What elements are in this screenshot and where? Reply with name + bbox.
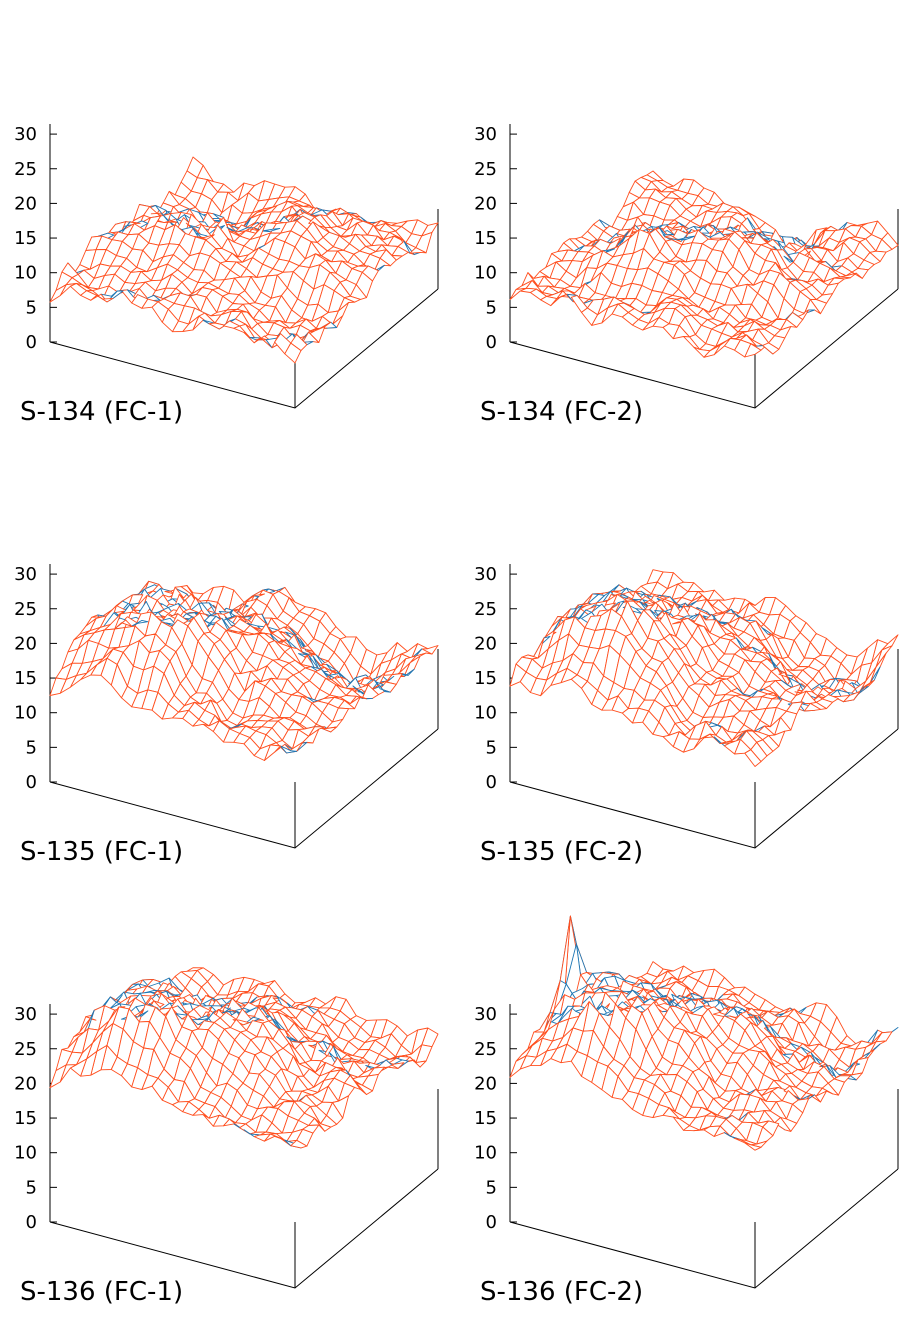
surface-cell	[540, 295, 558, 307]
z-tick-label: 15	[14, 1108, 37, 1129]
panel-title: S-135 (FC-2)	[480, 837, 643, 867]
surface-panel: 0 5 10 15 20 25 30 S-135 (FC-1)	[14, 564, 439, 867]
surface-cell	[774, 1117, 792, 1132]
z-tick-label: 0	[486, 772, 497, 793]
z-tick-label: 0	[486, 1212, 497, 1233]
z-tick-label: 25	[474, 1039, 497, 1060]
surface-cell	[314, 1117, 332, 1132]
surface-panel: 0 5 10 15 20 25 30 S-135 (FC-2)	[474, 564, 899, 867]
panel-title: S-134 (FC-1)	[20, 397, 183, 427]
z-tick-label: 25	[474, 599, 497, 620]
z-tick-label: 30	[14, 124, 37, 145]
z-tick-label: 10	[474, 263, 497, 284]
surface-panel: 0 5 10 15 20 25 30 S-136 (FC-2)	[474, 915, 899, 1307]
panel-title: S-136 (FC-2)	[480, 1277, 643, 1307]
floor-edges	[509, 1168, 899, 1289]
z-tick-label: 10	[474, 1143, 497, 1164]
z-tick-label: 30	[14, 1004, 37, 1025]
surface-cell	[280, 745, 298, 754]
surface-cell	[197, 234, 215, 241]
z-tick-label: 15	[474, 668, 497, 689]
surface-cell	[703, 344, 721, 358]
surface-cell	[409, 247, 427, 254]
z-tick-label: 5	[26, 737, 37, 758]
z-tick-label: 30	[474, 124, 497, 145]
panel-title: S-136 (FC-1)	[20, 1277, 183, 1307]
surface-cell	[131, 619, 149, 627]
surface-mesh	[509, 915, 899, 1151]
surface-cell	[172, 320, 190, 333]
z-tick-label: 0	[26, 332, 37, 353]
surface-panel: 0 5 10 15 20 25 30 S-136 (FC-1)	[14, 967, 439, 1307]
z-tick-label: 5	[486, 297, 497, 318]
surface-cell	[803, 702, 821, 712]
z-tick-label: 25	[474, 159, 497, 180]
z-tick-label: 20	[14, 633, 37, 654]
surface-panel: 0 5 10 15 20 25 30 S-134 (FC-2)	[474, 124, 899, 427]
surface-mesh	[509, 170, 899, 358]
floor-edges	[509, 728, 899, 849]
z-tick-label: 15	[474, 1108, 497, 1129]
z-tick-label: 15	[14, 668, 37, 689]
surface-mesh	[49, 967, 439, 1149]
surface-cell	[253, 744, 271, 761]
z-tick-label: 15	[474, 228, 497, 249]
surface-cell	[49, 677, 67, 696]
z-tick-label: 10	[474, 703, 497, 724]
z-tick-label: 15	[14, 228, 37, 249]
surface-cell	[409, 1056, 427, 1068]
z-tick-label: 20	[474, 633, 497, 654]
surface-cell	[290, 1139, 308, 1149]
z-tick-label: 0	[26, 1212, 37, 1233]
z-tick-label: 10	[14, 263, 37, 284]
surface-cell	[744, 749, 762, 767]
panel-title: S-134 (FC-2)	[480, 397, 643, 427]
surface-cell	[744, 1142, 762, 1151]
z-tick-label: 10	[14, 1143, 37, 1164]
surface-mesh	[509, 569, 899, 767]
z-tick-label: 30	[14, 564, 37, 585]
surface-cell	[664, 234, 682, 243]
surface-panel: 0 5 10 15 20 25 30 S-134 (FC-1)	[14, 124, 439, 427]
surface-cell	[355, 1082, 373, 1095]
z-tick-label: 10	[14, 703, 37, 724]
panel-title: S-135 (FC-1)	[20, 837, 183, 867]
surface-cell	[49, 284, 67, 303]
z-tick-label: 20	[14, 1073, 37, 1094]
floor-edges	[49, 728, 439, 849]
z-tick-label: 30	[474, 1004, 497, 1025]
z-tick-label: 0	[486, 332, 497, 353]
z-tick-label: 20	[14, 193, 37, 214]
z-tick-label: 20	[474, 1073, 497, 1094]
z-tick-label: 5	[486, 1177, 497, 1198]
surface-cell	[744, 343, 762, 358]
surface-cell	[509, 1055, 527, 1078]
z-tick-label: 30	[474, 564, 497, 585]
z-tick-label: 5	[26, 1177, 37, 1198]
surface-cell	[320, 726, 338, 733]
surface-cell	[191, 1018, 209, 1026]
surface-cell	[762, 342, 780, 355]
surface-cell	[49, 1064, 67, 1089]
surface-cell	[683, 738, 701, 753]
z-tick-label: 25	[14, 599, 37, 620]
z-tick-label: 5	[486, 737, 497, 758]
z-tick-label: 25	[14, 1039, 37, 1060]
surface-cell	[591, 307, 609, 326]
surface-cell	[509, 287, 527, 301]
floor-edges	[49, 1168, 439, 1289]
z-tick-label: 25	[14, 159, 37, 180]
surface-cell	[96, 294, 114, 303]
surface-cell	[284, 342, 302, 364]
surface-cell	[529, 677, 548, 697]
z-tick-label: 20	[474, 193, 497, 214]
surface-cell	[632, 319, 650, 331]
surface-cell	[832, 694, 850, 703]
surface-mesh	[49, 156, 439, 364]
z-tick-label: 0	[26, 772, 37, 793]
surface-cell	[668, 238, 686, 241]
z-tick-label: 5	[26, 297, 37, 318]
surface-mesh	[49, 580, 439, 761]
